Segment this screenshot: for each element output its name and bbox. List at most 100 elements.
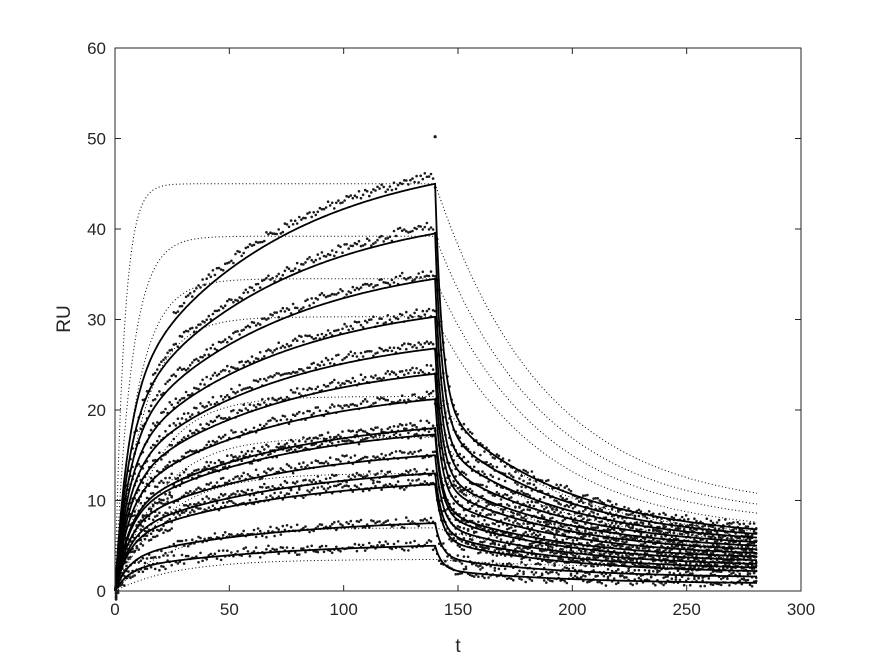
data-point	[458, 452, 462, 456]
data-point	[388, 482, 392, 486]
data-point	[466, 555, 470, 559]
data-point	[460, 470, 464, 474]
data-point	[238, 333, 241, 336]
data-point	[559, 511, 562, 514]
data-point	[293, 219, 297, 223]
data-point	[298, 215, 301, 219]
data-point	[417, 181, 421, 184]
data-point	[365, 237, 369, 240]
data-point	[713, 527, 717, 530]
data-point	[242, 471, 245, 475]
data-point	[380, 278, 383, 281]
data-point	[374, 473, 377, 477]
data-point	[271, 351, 274, 354]
data-point	[660, 582, 663, 585]
data-point	[390, 547, 394, 551]
data-point	[207, 554, 211, 557]
data-point	[693, 517, 696, 520]
data-point	[394, 187, 398, 191]
data-point	[374, 241, 377, 244]
data-point	[258, 477, 262, 481]
data-point	[188, 327, 192, 331]
data-point	[507, 472, 511, 475]
data-point	[203, 406, 206, 409]
data-point	[230, 429, 233, 432]
data-point	[580, 575, 583, 579]
data-point	[614, 539, 618, 543]
data-point	[205, 558, 208, 561]
data-point	[429, 341, 433, 344]
data-point	[221, 466, 225, 469]
data-point	[736, 536, 739, 540]
data-point	[269, 419, 272, 422]
data-point	[732, 556, 735, 559]
data-point	[184, 418, 188, 421]
data-point	[378, 398, 381, 401]
data-point	[197, 411, 200, 414]
data-point	[228, 261, 231, 264]
data-point	[458, 486, 462, 489]
data-point	[151, 422, 155, 425]
data-point	[567, 505, 571, 509]
data-point	[487, 523, 490, 527]
solid-fit-line	[114, 483, 757, 592]
data-point	[717, 527, 721, 531]
data-point	[528, 482, 532, 485]
data-point	[230, 453, 233, 457]
data-point	[744, 533, 748, 537]
data-point	[139, 501, 143, 505]
data-point	[596, 497, 599, 500]
data-point	[240, 474, 243, 478]
data-point	[464, 485, 468, 489]
data-point	[164, 492, 167, 496]
data-point	[623, 505, 626, 509]
data-point	[491, 503, 495, 507]
data-point	[318, 523, 322, 526]
data-point	[479, 540, 482, 544]
data-point	[396, 540, 400, 543]
data-point	[674, 513, 678, 517]
data-point	[678, 527, 682, 530]
data-point	[277, 552, 281, 555]
data-point	[407, 183, 410, 186]
data-point	[388, 470, 392, 474]
data-point	[176, 476, 180, 480]
data-point	[341, 358, 344, 362]
data-point	[522, 570, 525, 574]
data-point	[217, 435, 221, 439]
data-point	[394, 234, 398, 238]
data-point	[285, 418, 289, 421]
data-point	[197, 468, 200, 471]
data-point	[567, 567, 571, 571]
data-point	[561, 558, 564, 561]
data-point	[388, 453, 392, 456]
data-point	[304, 216, 307, 220]
data-point	[193, 503, 196, 506]
data-point	[302, 479, 305, 482]
data-point	[164, 407, 167, 411]
data-point	[193, 450, 196, 453]
data-point	[709, 530, 713, 534]
data-point	[308, 409, 311, 413]
data-point	[592, 569, 595, 572]
data-point	[263, 424, 266, 428]
data-point	[664, 548, 667, 551]
data-point	[269, 452, 272, 456]
data-point	[643, 537, 647, 541]
data-point	[156, 394, 159, 397]
data-point	[228, 335, 231, 339]
data-point	[499, 538, 503, 541]
data-point	[602, 544, 606, 547]
data-point	[172, 542, 176, 546]
data-point	[195, 488, 198, 491]
data-point	[211, 420, 215, 424]
data-point	[316, 486, 320, 489]
data-point	[629, 513, 632, 516]
data-point	[462, 527, 466, 530]
data-point	[423, 342, 427, 345]
data-point	[405, 423, 408, 427]
y-tick-label: 60	[87, 39, 106, 58]
data-point	[188, 292, 192, 295]
data-point	[248, 403, 252, 406]
data-point	[176, 417, 180, 421]
